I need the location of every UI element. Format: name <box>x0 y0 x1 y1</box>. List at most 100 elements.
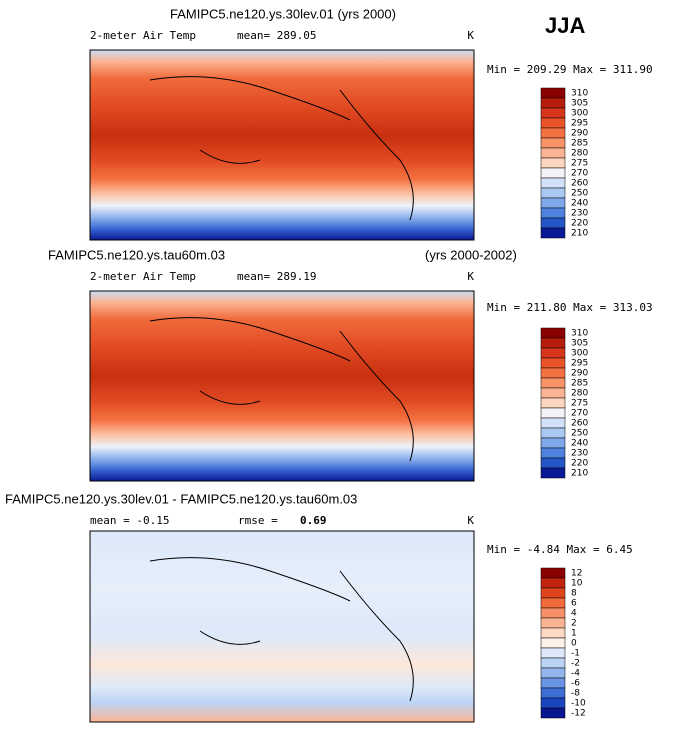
colorbar-label: 310 <box>571 329 588 339</box>
colorbar-box <box>540 227 566 239</box>
colorbar-label: 210 <box>571 469 588 479</box>
colorbar-box <box>540 667 566 679</box>
colorbar-box <box>540 577 566 589</box>
colorbar-box <box>540 637 566 649</box>
colorbar-label: 300 <box>571 349 588 359</box>
colorbar-label: 240 <box>571 199 588 209</box>
colorbar-label: -1 <box>571 649 580 659</box>
colorbar-label: 275 <box>571 399 588 409</box>
colorbar-box <box>540 327 566 339</box>
colorbar-box <box>540 647 566 659</box>
colorbar-label: 250 <box>571 189 588 199</box>
colorbar-box <box>540 137 566 149</box>
colorbar-box <box>540 187 566 199</box>
colorbar-box <box>540 607 566 619</box>
colorbar-box <box>540 467 566 479</box>
colorbar-box <box>540 397 566 409</box>
colorbar-box <box>540 587 566 599</box>
colorbar-label: 10 <box>571 579 583 589</box>
colorbar-box <box>540 147 566 159</box>
colorbar-label: -8 <box>571 689 580 699</box>
colorbar-box <box>540 197 566 209</box>
colorbar-box <box>540 407 566 419</box>
units-label: K <box>467 29 474 42</box>
colorbar-label: 260 <box>571 419 588 429</box>
colorbar-box <box>540 657 566 669</box>
mean-label: mean= 289.05 <box>237 29 316 42</box>
colorbar-label: 285 <box>571 379 588 389</box>
colorbar-label: 250 <box>571 429 588 439</box>
colorbar-label: 210 <box>571 229 588 239</box>
range-label: Min = 209.29 Max = 311.90 <box>487 63 653 76</box>
colorbar-label: 1 <box>571 629 577 639</box>
colorbar-label: 4 <box>571 609 577 619</box>
colorbar-box <box>540 217 566 229</box>
colorbar-label: 2 <box>571 619 577 629</box>
colorbar-box <box>540 87 566 99</box>
colorbar-box <box>540 387 566 399</box>
colorbar-label: 285 <box>571 139 588 149</box>
panel-title: FAMIPC5.ne120.ys.tau60m.03 <box>48 247 225 262</box>
colorbar-label: 270 <box>571 169 588 179</box>
colorbar-box <box>540 687 566 699</box>
variable-label: 2-meter Air Temp <box>90 270 196 283</box>
range-label: Min = 211.80 Max = 313.03 <box>487 301 653 314</box>
panel-title: FAMIPC5.ne120.ys.30lev.01 - FAMIPC5.ne12… <box>5 491 357 506</box>
colorbar-label: 300 <box>571 109 588 119</box>
colorbar-box <box>540 627 566 639</box>
colorbar-label: 270 <box>571 409 588 419</box>
colorbar-label: 310 <box>571 89 588 99</box>
colorbar-label: 280 <box>571 149 588 159</box>
colorbar-box <box>540 167 566 179</box>
colorbar-label: 290 <box>571 129 588 139</box>
colorbar-box <box>540 457 566 469</box>
colorbar-label: 220 <box>571 219 588 229</box>
colorbar-box <box>540 677 566 689</box>
colorbar-label: 290 <box>571 369 588 379</box>
colorbar-label: 305 <box>571 339 588 349</box>
colorbar-label: 260 <box>571 179 588 189</box>
range-label: Min = -4.84 Max = 6.45 <box>487 543 633 556</box>
season-label: JJA <box>545 13 585 38</box>
mean-label: mean = -0.15 <box>90 514 169 527</box>
colorbar-box <box>540 97 566 109</box>
map-panel <box>89 530 475 723</box>
colorbar-label: 275 <box>571 159 588 169</box>
colorbar-box <box>540 337 566 349</box>
colorbar-box <box>540 127 566 139</box>
map-panel <box>89 290 475 482</box>
colorbar-box <box>540 207 566 219</box>
colorbar-box <box>540 707 566 719</box>
rmse-value: 0.69 <box>300 514 327 527</box>
colorbar-box <box>540 107 566 119</box>
colorbar-box <box>540 417 566 429</box>
colorbar-box <box>540 617 566 629</box>
colorbar-label: 12 <box>571 569 582 579</box>
colorbar-label: -2 <box>571 659 580 669</box>
colorbar-label: 6 <box>571 599 577 609</box>
map-panel <box>89 49 475 241</box>
colorbar-box <box>540 347 566 359</box>
colorbar-label: 230 <box>571 209 588 219</box>
colorbar-box <box>540 437 566 449</box>
units-label: K <box>467 270 474 283</box>
rmse-label: rmse = <box>238 514 278 527</box>
colorbar-label: 295 <box>571 119 588 129</box>
colorbar-box <box>540 597 566 609</box>
colorbar-label: 240 <box>571 439 588 449</box>
colorbar-label: 230 <box>571 449 588 459</box>
colorbar-label: 0 <box>571 639 577 649</box>
colorbar-label: 295 <box>571 359 588 369</box>
colorbar-label: -10 <box>571 699 586 709</box>
panel-title: FAMIPC5.ne120.ys.30lev.01 (yrs 2000) <box>170 6 396 21</box>
colorbar-box <box>540 427 566 439</box>
colorbar-box <box>540 177 566 189</box>
colorbar-label: 305 <box>571 99 588 109</box>
colorbar-label: 220 <box>571 459 588 469</box>
colorbar-box <box>540 367 566 379</box>
colorbar-label: 8 <box>571 589 577 599</box>
colorbar-box <box>540 377 566 389</box>
variable-label: 2-meter Air Temp <box>90 29 196 42</box>
